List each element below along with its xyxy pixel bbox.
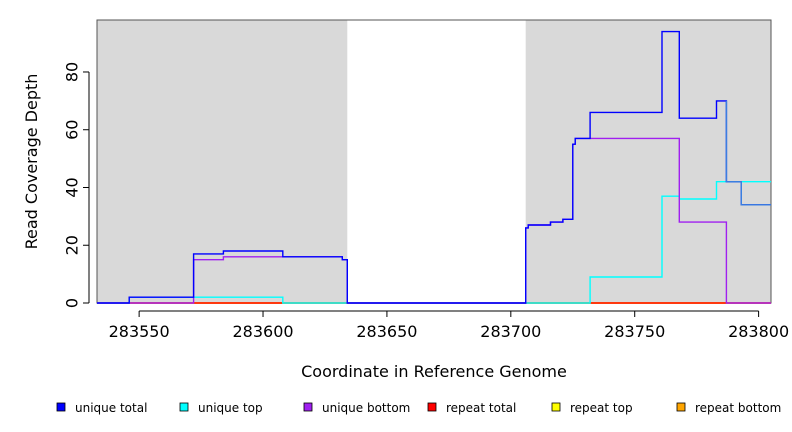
x-tick-label-283650: 283650 [356,322,417,341]
shaded-region-0 [97,20,348,303]
x-axis-title: Coordinate in Reference Genome [301,362,567,381]
series-layer [97,30,771,304]
x-tick-label-283700: 283700 [480,322,541,341]
y-tick-label-60: 60 [63,120,82,140]
legend-swatch-unique-total [56,402,66,412]
y-tick-label-80: 80 [63,62,82,82]
legend-label-unique-total: unique total [75,401,147,415]
legend-swatch-repeat-total [427,402,437,412]
x-tick-label-283600: 283600 [232,322,293,341]
legend-swatch-repeat-top [551,402,561,412]
x-tick-label-283800: 283800 [728,322,789,341]
legend-label-repeat-top: repeat top [570,401,633,415]
legend-label-unique-bottom: unique bottom [322,401,410,415]
legend-swatch-repeat-bottom [676,402,686,412]
y-tick-label-40: 40 [63,177,82,197]
legend: unique total unique top unique bottom repea… [56,401,781,415]
shaded-region-1 [525,20,771,303]
shaded-regions [97,20,771,303]
legend-swatch-unique-top [179,402,189,412]
y-tick-label-20: 20 [63,235,82,255]
legend-swatch-unique-bottom [303,402,313,412]
legend-label-repeat-total: repeat total [446,401,516,415]
legend-label-repeat-bottom: repeat bottom [695,401,781,415]
series-unique-total [97,30,771,304]
x-tick-label-283550: 283550 [109,322,170,341]
series-unique-total-tail [725,100,771,206]
legend-label-unique-top: unique top [198,401,263,415]
y-axis-title: Read Coverage Depth [22,74,41,250]
y-tick-label-0: 0 [63,298,82,308]
axes: 283550 283600 283650 283700 283750 283800 0 20 4… [63,62,790,341]
x-tick-label-283750: 283750 [604,322,665,341]
